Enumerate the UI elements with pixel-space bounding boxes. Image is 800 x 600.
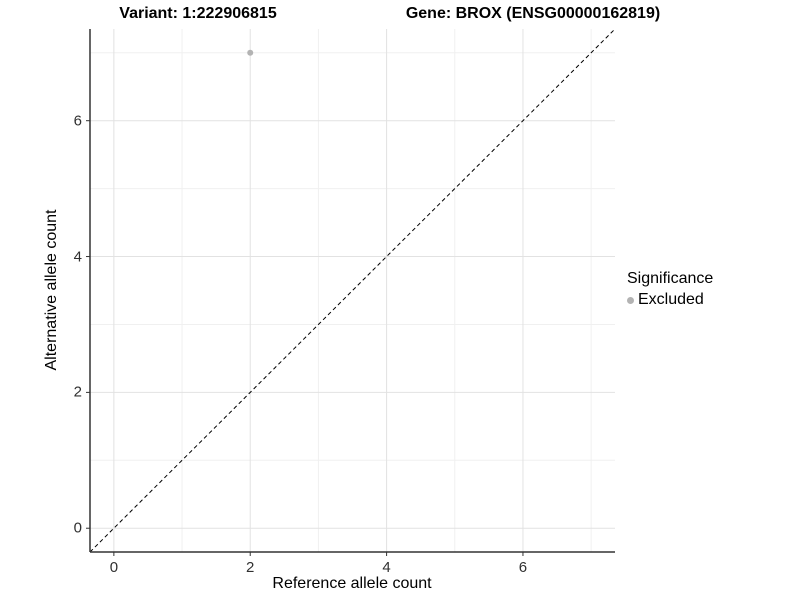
y-tick-label: 6 [73, 112, 82, 130]
y-tick-label: 4 [73, 248, 82, 266]
x-tick-label: 4 [382, 559, 391, 576]
x-tick-label: 2 [246, 559, 255, 576]
legend-entry: Excluded [627, 291, 713, 309]
x-axis-title: Reference allele count [272, 575, 432, 592]
legend-entries: Excluded [627, 291, 713, 309]
plot-title-gene: Gene: BROX (ENSG00000162819) [405, 5, 661, 22]
x-tick-label: 6 [518, 559, 528, 576]
y-tick-label: 0 [73, 519, 82, 537]
legend: Significance Excluded [627, 270, 713, 309]
legend-entry-label: Excluded [638, 291, 704, 308]
data-point [247, 49, 254, 56]
identity-reference-line [89, 28, 616, 553]
y-tick-label: 2 [73, 383, 82, 401]
legend-title: Significance [627, 270, 714, 287]
legend-point-icon [627, 296, 634, 304]
y-axis-title: Alternative allele count [43, 209, 60, 371]
plot-title-variant: Variant: 1:222906815 [119, 5, 277, 22]
x-tick-label: 0 [109, 559, 119, 576]
